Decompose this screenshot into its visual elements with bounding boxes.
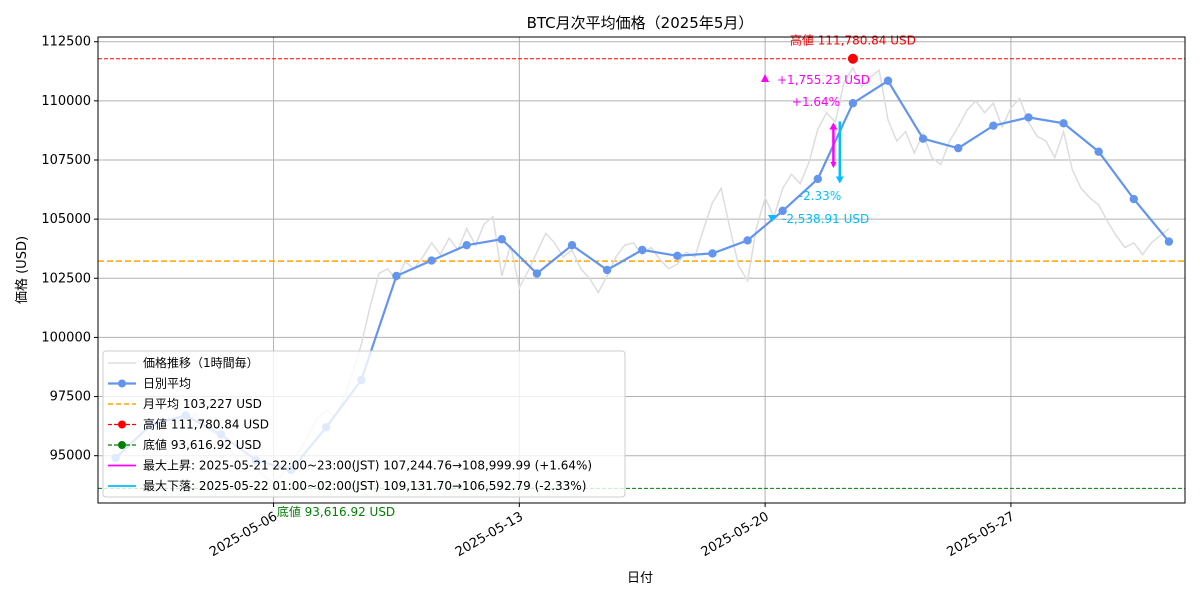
x-axis-label: 日付: [627, 571, 653, 586]
high-label: 高値 111,780.84 USD: [790, 33, 916, 48]
legend-label: 月平均 103,227 USD: [143, 397, 262, 411]
legend-label: 最大下落: 2025-05-22 01:00~02:00(JST) 109,13…: [143, 479, 586, 493]
daily-average-point: [743, 236, 752, 245]
daily-average-point: [778, 206, 787, 216]
y-axis-label: 価格 (USD): [14, 236, 30, 304]
legend-label: 日別平均: [143, 377, 191, 391]
daily-average-point: [602, 265, 612, 275]
low-label: 底値 93,616.92 USD: [277, 504, 395, 519]
max-rise-start-marker: [830, 162, 837, 169]
legend-label: 底値 93,616.92 USD: [143, 437, 261, 452]
chart-title: BTC月次平均価格（2025年5月）: [527, 14, 754, 32]
legend-entry-mean: 月平均 103,227 USD: [108, 397, 262, 411]
legend-label: 価格推移（1時間毎）: [143, 355, 259, 370]
legend-swatch-marker: [118, 441, 126, 449]
y-tick-label: 112500: [41, 35, 91, 50]
daily-average-point: [392, 271, 401, 281]
daily-average-point: [1024, 113, 1033, 122]
y-tick-label: 102500: [41, 271, 91, 286]
high-marker: [847, 53, 858, 64]
legend-swatch-marker: [118, 420, 126, 429]
max-rise-delta-label: +1,755.23 USD: [777, 73, 870, 87]
legend-entry-low: 底値 93,616.92 USD: [108, 437, 261, 452]
y-tick-label: 105000: [41, 212, 91, 227]
daily-average-point: [638, 245, 647, 255]
max-fall-pct-label: -2.33%: [799, 189, 841, 203]
daily-average-point: [1094, 147, 1103, 156]
daily-average-point: [673, 251, 682, 261]
daily-average-point: [1164, 237, 1174, 246]
daily-average-point: [532, 269, 542, 278]
daily-average-point: [813, 174, 822, 184]
legend-label: 最大上昇: 2025-05-21 22:00~23:00(JST) 107,24…: [143, 459, 592, 473]
legend-entry-max-fall: 最大下落: 2025-05-22 01:00~02:00(JST) 109,13…: [108, 479, 586, 493]
daily-average-point: [497, 235, 506, 244]
daily-average-point: [427, 256, 436, 265]
daily-average-point: [1059, 119, 1068, 128]
max-rise-pct-label: +1.64%: [792, 95, 840, 109]
max-rise-triangle-icon: [761, 74, 769, 82]
legend-entry-daily: 日別平均: [108, 377, 191, 391]
daily-average-point: [708, 249, 717, 258]
max-rise-arrowhead: [829, 122, 838, 130]
y-tick-label: 95000: [50, 449, 91, 464]
daily-average-point: [567, 240, 577, 250]
daily-average-point: [462, 240, 471, 250]
daily-average-point: [918, 134, 928, 143]
plot-frame: [97, 36, 1186, 504]
y-tick-label: 110000: [41, 94, 91, 109]
legend-entry-high: 高値 111,780.84 USD: [108, 417, 269, 432]
daily-average-point: [954, 143, 963, 153]
legend-entry-hourly: 価格推移（1時間毎）: [108, 355, 259, 370]
daily-average-point: [1129, 194, 1138, 204]
legend-label: 高値 111,780.84 USD: [143, 417, 269, 432]
y-tick-label: 107500: [41, 153, 91, 168]
max-fall-delta-label: -2,538.91 USD: [782, 212, 869, 226]
max-fall-triangle-icon: [768, 215, 776, 222]
daily-average-point: [883, 76, 893, 85]
y-tick-label: 100000: [41, 330, 91, 345]
legend-box: [102, 350, 626, 498]
legend-swatch-marker: [118, 379, 126, 388]
daily-average-point: [989, 121, 998, 130]
legend-entry-max-rise: 最大上昇: 2025-05-21 22:00~23:00(JST) 107,24…: [108, 459, 592, 473]
y-tick-label: 97500: [50, 390, 91, 405]
max-fall-arrowhead: [835, 176, 844, 184]
annotations: 高値 111,780.84 USD 底値 93,616.92 USD +1,755.…: [277, 33, 916, 519]
daily-average-point: [848, 99, 858, 108]
